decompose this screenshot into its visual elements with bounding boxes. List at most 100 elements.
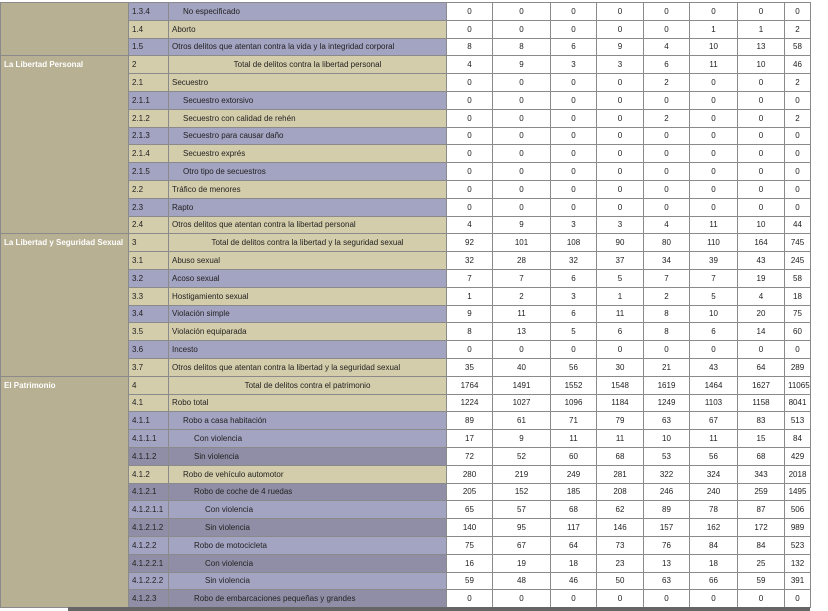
value-cell: 0: [596, 73, 644, 92]
value-cell: 1224: [446, 393, 493, 413]
crime-table: 1.3.4 No especificado 0 0 0 0 0 0 0 0 1.4 Aborto 0 0 0…: [0, 1, 811, 609]
value-cell: 84: [689, 535, 738, 555]
value-cell: 46: [784, 55, 811, 75]
value-cell: 0: [784, 144, 811, 164]
table-body: 1.3.4 No especificado 0 0 0 0 0 0 0 0 1.4 Aborto 0 0 0…: [0, 1, 811, 609]
value-cell: 1249: [643, 393, 690, 413]
value-cell: 0: [596, 90, 644, 110]
value-cell: 0: [550, 19, 597, 39]
value-cell: 48: [492, 571, 551, 591]
value-cell: 11: [596, 429, 644, 448]
table-row: 4.1.1.2 Sin violencia 72 52 60 68 53 56 68 429: [1, 446, 811, 466]
value-cell: 513: [784, 411, 811, 431]
description-cell: Secuestro con calidad de rehén: [168, 108, 447, 128]
code-cell: 1.5: [128, 37, 169, 57]
value-cell: 6: [689, 322, 738, 342]
value-cell: 0: [492, 108, 551, 128]
value-cell: 8: [643, 304, 690, 324]
value-cell: 5: [689, 286, 738, 306]
value-cell: 11: [550, 429, 597, 448]
value-cell: 5: [550, 322, 597, 342]
value-cell: 0: [784, 179, 811, 199]
value-cell: 6: [550, 37, 597, 57]
description-cell: Total de delitos contra la libertad pers…: [168, 55, 447, 75]
value-cell: 87: [737, 500, 785, 520]
category-cell: [0, 1, 129, 57]
description-cell: Aborto: [168, 19, 447, 39]
code-cell: 4.1.2.2.2: [128, 571, 169, 591]
value-cell: 146: [596, 518, 644, 537]
table-row: 3.1 Abuso sexual 32 28 32 37 34 39 43 245: [1, 251, 811, 270]
value-cell: 63: [643, 571, 690, 591]
code-cell: 2.1.3: [128, 126, 169, 146]
value-cell: 2: [643, 286, 690, 306]
value-cell: 157: [643, 518, 690, 537]
value-cell: 1027: [492, 393, 551, 413]
value-cell: 7: [643, 268, 690, 288]
value-cell: 0: [550, 90, 597, 110]
value-cell: 35: [446, 357, 493, 377]
value-cell: 3: [550, 55, 597, 75]
value-cell: 89: [446, 411, 493, 431]
code-cell: 3.3: [128, 286, 169, 306]
value-cell: 1552: [550, 375, 597, 395]
value-cell: 75: [446, 535, 493, 555]
value-cell: 80: [643, 233, 690, 253]
value-cell: 10: [689, 304, 738, 324]
table-row: 1.5 Otros delitos que atentan contra la v…: [1, 37, 811, 57]
value-cell: 78: [689, 500, 738, 520]
value-cell: 0: [446, 73, 493, 92]
description-cell: Secuestro: [168, 73, 447, 92]
value-cell: 11: [596, 304, 644, 324]
value-cell: 34: [643, 251, 690, 270]
value-cell: 8041: [784, 393, 811, 413]
code-cell: 2.1.5: [128, 162, 169, 181]
value-cell: 0: [446, 126, 493, 146]
value-cell: 32: [446, 251, 493, 270]
value-cell: 0: [550, 197, 597, 217]
value-cell: 9: [492, 429, 551, 448]
code-cell: 4.1.2.1: [128, 482, 169, 502]
value-cell: 84: [784, 429, 811, 448]
value-cell: 2: [643, 108, 690, 128]
value-cell: 0: [596, 2, 644, 21]
value-cell: 2: [492, 286, 551, 306]
value-cell: 17: [446, 429, 493, 448]
value-cell: 0: [596, 179, 644, 199]
value-cell: 0: [643, 162, 690, 181]
code-cell: 2.1.1: [128, 90, 169, 110]
value-cell: 60: [550, 446, 597, 466]
code-cell: 4.1.2.1.2: [128, 518, 169, 537]
table-row: 4.1.2.2.2 Sin violencia 59 48 46 50 63 66 59 391: [1, 571, 811, 591]
value-cell: 19: [737, 268, 785, 288]
value-cell: 65: [446, 500, 493, 520]
category-cell: La Libertad Personal: [0, 55, 129, 235]
value-cell: 172: [737, 518, 785, 537]
description-cell: Robo de motocicleta: [168, 535, 447, 555]
value-cell: 1184: [596, 393, 644, 413]
value-cell: 132: [784, 553, 811, 573]
value-cell: 0: [446, 108, 493, 128]
code-cell: 4.1.2.2: [128, 535, 169, 555]
value-cell: 7: [689, 268, 738, 288]
code-cell: 4.1.1: [128, 411, 169, 431]
value-cell: 20: [737, 304, 785, 324]
value-cell: 1619: [643, 375, 690, 395]
description-cell: Sin violencia: [168, 446, 447, 466]
value-cell: 117: [550, 518, 597, 537]
value-cell: 18: [784, 286, 811, 306]
value-cell: 0: [550, 73, 597, 92]
value-cell: 162: [689, 518, 738, 537]
table-row: 4.1 Robo total 1224 1027 1096 1184 1249 1103 115…: [1, 393, 811, 413]
value-cell: 90: [596, 233, 644, 253]
table-row: 2.1.3 Secuestro para causar daño 0 0 0 0 0 0 0 0: [1, 126, 811, 146]
table-row: La Libertad y Seguridad Sexual 3 Total de …: [0, 233, 811, 377]
value-cell: 1491: [492, 375, 551, 395]
value-cell: 523: [784, 535, 811, 555]
value-cell: 5: [596, 268, 644, 288]
value-cell: 8: [446, 37, 493, 57]
value-cell: 0: [492, 589, 551, 609]
code-cell: 4.1.2.2.1: [128, 553, 169, 573]
value-cell: 259: [737, 482, 785, 502]
